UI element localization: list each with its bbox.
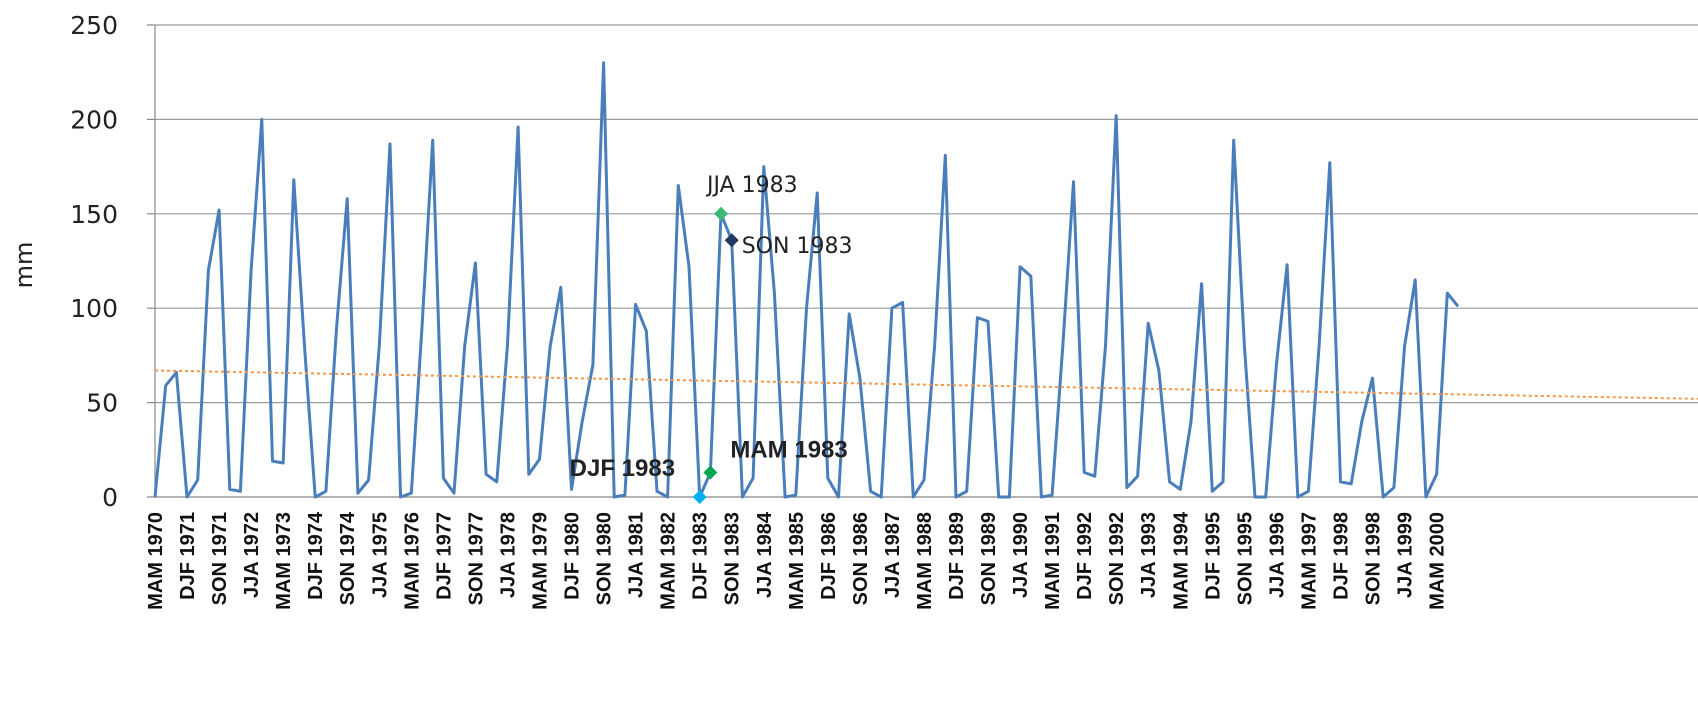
x-tick-label: JJA 1987 <box>882 512 904 598</box>
y-axis-label: mm <box>10 242 38 289</box>
annotation-marker <box>692 490 707 504</box>
x-tick-label: MAM 1988 <box>914 512 936 610</box>
x-tick-label: DJF 1995 <box>1202 512 1224 600</box>
y-tick-label: 100 <box>70 294 118 323</box>
rainfall-series-line <box>153 61 1460 499</box>
x-tick-label: MAM 1994 <box>1170 511 1192 610</box>
y-tick-label: 150 <box>70 200 118 229</box>
x-tick-label: JJA 1990 <box>1010 512 1032 598</box>
gridlines <box>147 24 1698 498</box>
y-tick-label: 50 <box>86 389 118 418</box>
x-tick-label: MAM 1997 <box>1298 512 1320 610</box>
annotation-label: SON 1983 <box>742 234 853 259</box>
annotation-label: DJF 1983 <box>570 455 675 482</box>
x-tick-label: MAM 1982 <box>658 512 680 610</box>
x-tick-label: MAM 1973 <box>273 512 295 610</box>
x-tick-label: SON 1989 <box>978 512 1000 605</box>
x-tick-label: DJF 1986 <box>818 512 840 600</box>
x-tick-label: DJF 1977 <box>433 512 455 600</box>
x-tick-label: DJF 1980 <box>562 512 584 600</box>
annotation-marker <box>724 233 739 248</box>
x-tick-label: SON 1971 <box>209 512 231 605</box>
annotation-marker <box>714 206 729 221</box>
x-tick-label: SON 1998 <box>1363 512 1385 605</box>
x-tick-label: DJF 1989 <box>946 512 968 600</box>
x-tick-label: JJA 1978 <box>497 512 519 598</box>
x-tick-label: SON 1974 <box>337 511 359 605</box>
x-tick-label: MAM 2000 <box>1427 512 1449 610</box>
x-tick-label: MAM 1979 <box>529 512 551 610</box>
x-tick-label: MAM 1985 <box>786 512 808 610</box>
annotations-group: DJF 1983 MAM 1983 JJA 1983 SON 1983 <box>570 173 853 504</box>
x-tick-label: JJA 1981 <box>626 512 648 598</box>
x-tick-label: SON 1983 <box>722 512 744 605</box>
x-tick-label: SON 1992 <box>1106 512 1128 605</box>
x-tick-label: JJA 1996 <box>1266 512 1288 598</box>
x-tick-label: DJF 1971 <box>177 512 199 600</box>
x-tick-label: JJA 1975 <box>369 512 391 598</box>
x-axis-ticks: MAM 1970 DJF 1971 SON 1971 JJA 1972 MAM 1973… <box>145 511 1449 610</box>
x-tick-label: MAM 1991 <box>1042 512 1064 610</box>
y-tick-label: 200 <box>70 105 118 134</box>
x-tick-label: SON 1980 <box>594 512 616 605</box>
annotation-marker <box>703 465 718 480</box>
x-tick-label: SON 1977 <box>465 512 487 605</box>
y-tick-label: 250 <box>70 11 118 40</box>
y-axis-ticks: 0 50 100 150 200 250 <box>70 11 118 512</box>
x-tick-label: MAM 1976 <box>401 512 423 610</box>
trend-line <box>154 369 1698 400</box>
annotation-label: JJA 1983 <box>705 173 798 198</box>
x-tick-label: MAM 1970 <box>145 512 167 610</box>
x-tick-label: JJA 1972 <box>241 512 263 598</box>
x-tick-label: JJA 1993 <box>1138 512 1160 598</box>
x-tick-label: JJA 1999 <box>1395 512 1417 598</box>
y-tick-label: 0 <box>102 483 118 512</box>
x-tick-label: SON 1995 <box>1234 512 1256 605</box>
x-tick-label: DJF 1992 <box>1074 512 1096 600</box>
x-tick-label: DJF 1983 <box>690 512 712 600</box>
x-tick-label: DJF 1974 <box>305 511 327 600</box>
x-tick-label: DJF 1998 <box>1330 512 1352 600</box>
x-tick-label: JJA 1984 <box>754 511 776 598</box>
series-group <box>153 61 1698 499</box>
annotation-label: MAM 1983 <box>730 436 847 463</box>
x-tick-label: SON 1986 <box>850 512 872 605</box>
